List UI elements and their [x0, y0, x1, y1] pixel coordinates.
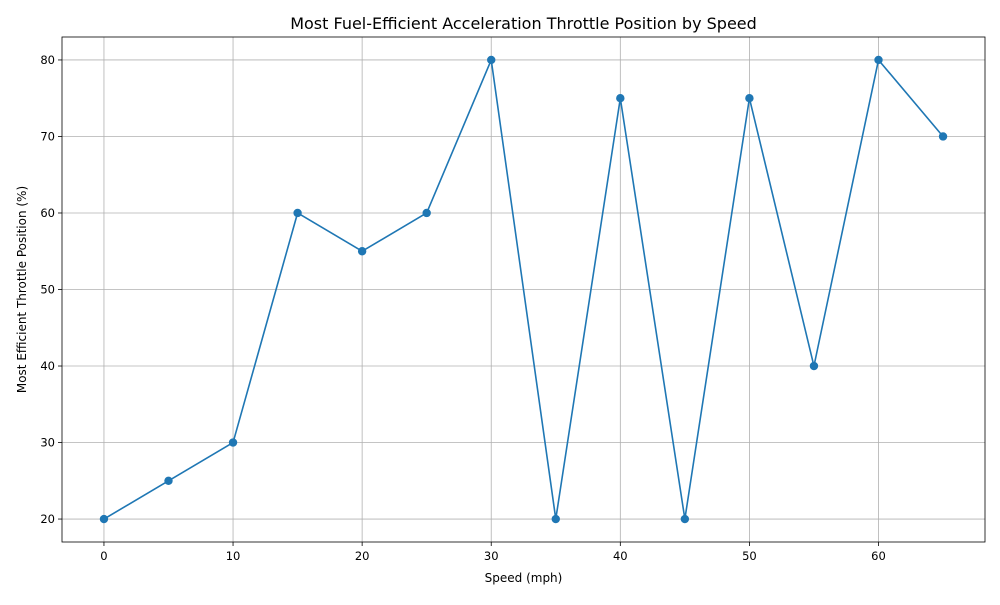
data-point: [99, 514, 109, 524]
data-point: [809, 361, 819, 371]
x-tick-label: 30: [484, 549, 499, 563]
x-tick-label: 40: [613, 549, 628, 563]
series: [99, 55, 948, 524]
data-point: [228, 438, 238, 447]
data-point: [745, 94, 754, 103]
grid: [62, 37, 985, 542]
x-tick-label: 60: [871, 549, 886, 563]
y-tick-label: 60: [40, 206, 55, 220]
data-point: [551, 514, 560, 524]
y-tick-label: 70: [40, 129, 55, 143]
data-point: [616, 94, 625, 103]
x-tick-label: 0: [100, 549, 107, 563]
series-line: [103, 59, 944, 520]
data-point: [874, 55, 883, 65]
y-tick-label: 80: [40, 53, 55, 67]
chart-title: Most Fuel-Efficient Acceleration Throttl…: [290, 14, 757, 33]
y-tick-label: 50: [40, 283, 55, 297]
data-point: [938, 132, 948, 141]
data-point: [680, 514, 690, 524]
y-tick-label: 20: [40, 512, 55, 526]
ticks: 0 10 20 30 40 50 60 20 30 40 50 60 70 80: [40, 53, 885, 563]
y-axis-label: Most Efficient Throttle Position (%): [15, 186, 29, 393]
data-point: [164, 476, 173, 485]
x-tick-label: 20: [355, 549, 370, 563]
y-tick-label: 30: [40, 436, 55, 450]
data-point: [293, 208, 302, 218]
x-tick-label: 50: [742, 549, 757, 563]
data-point: [357, 247, 367, 256]
data-point: [487, 55, 496, 65]
x-axis-label: Speed (mph): [485, 571, 563, 585]
y-tick-label: 40: [40, 359, 55, 373]
data-point: [422, 208, 431, 218]
x-tick-label: 10: [226, 549, 241, 563]
